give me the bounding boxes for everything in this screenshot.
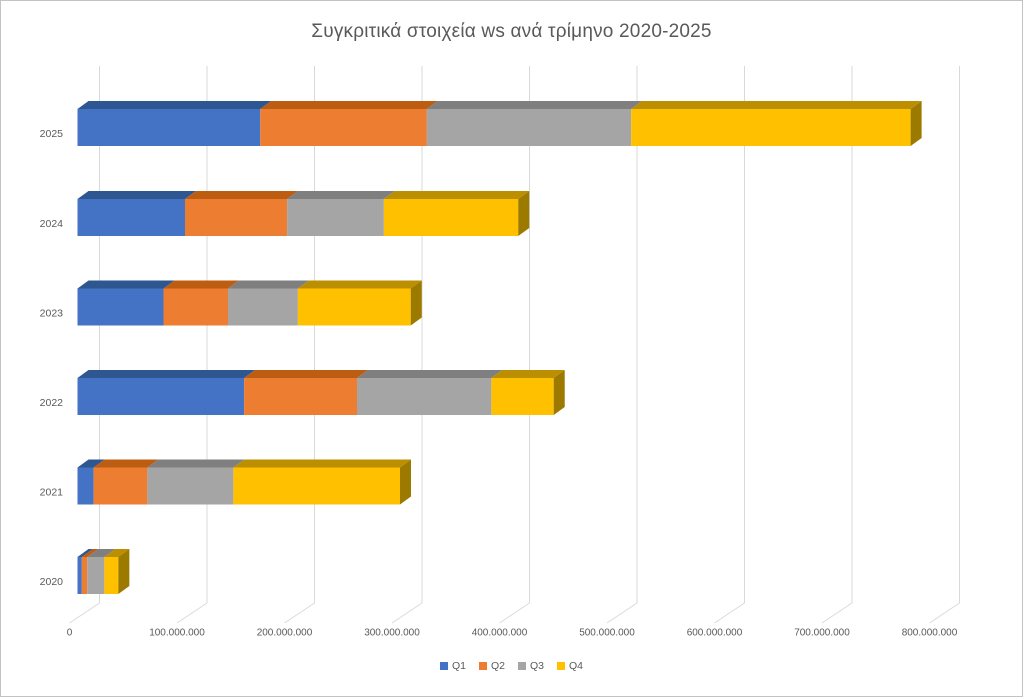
bar-segment-2022-Q1[interactable] (77, 378, 245, 415)
legend-item-q1[interactable]: Q1 (439, 659, 466, 672)
bar-segment-2020-Q3[interactable] (87, 557, 105, 594)
bar-2021-Q2-top-face (93, 459, 159, 468)
chart-title[interactable]: Συγκριτικά στοιχεία ws ανά τρίμηνο 2020-… (311, 21, 712, 42)
bar-2025-Q1-top-face (77, 101, 272, 109)
gridline-floor-tick (821, 602, 853, 624)
bar-segment-2025-Q1[interactable] (77, 109, 261, 146)
legend-swatch-q4 (557, 662, 566, 670)
bar-2023-Q3-top-face (228, 280, 309, 289)
bar-2023-Q1-top-face (77, 280, 175, 289)
bar-2021-Q1-top-face (77, 459, 105, 468)
bar-2025-Q3-top-face (426, 101, 643, 109)
bar-segment-2020-Q4[interactable] (104, 557, 119, 594)
bar-2022-side-face (553, 370, 565, 415)
legend-swatch-q2 (478, 662, 487, 670)
legend-swatch-q1 (439, 662, 448, 670)
bar-2020-side-face (118, 549, 130, 594)
bar-2023-Q4-top-face (297, 280, 422, 289)
bar-segment-2022-Q3[interactable] (357, 378, 492, 415)
bar-2025-Q4-top-face (631, 101, 922, 109)
bar-segment-2024-Q1[interactable] (77, 199, 186, 236)
bar-2020-Q4-top-face (104, 549, 130, 557)
bar-2020-Q3-top-face (87, 549, 116, 557)
bar-segment-2025-Q3[interactable] (426, 109, 632, 146)
bar-2022-Q1-top-face (77, 370, 256, 378)
x-axis-tick-label[interactable]: 0 (67, 628, 73, 639)
x-axis-tick-label[interactable]: 200.000.000 (257, 628, 313, 639)
plot-area: 2025 2024 2023 2022 2021 2020 0 100.000.000 200.… (40, 66, 960, 639)
legend-label-q4: Q4 (569, 659, 584, 672)
bar-segment-2024-Q4[interactable] (383, 199, 519, 236)
x-axis-tick-label[interactable]: 300.000.000 (364, 628, 420, 639)
x-axis-tick-label[interactable]: 600.000.000 (687, 628, 743, 639)
bar-2020-Q1-top-face (77, 549, 93, 557)
legend-item-q4[interactable]: Q4 (557, 661, 583, 672)
bar-segment-2024-Q3[interactable] (287, 199, 384, 236)
legend-item-q3[interactable]: Q3 (518, 661, 544, 672)
bar-segment-2023-Q3[interactable] (228, 288, 298, 326)
bar-segment-2020-Q1[interactable] (77, 557, 82, 594)
bar-segment-2021-Q3[interactable] (147, 467, 234, 505)
x-axis-tick-label[interactable]: 400.000.000 (472, 628, 528, 639)
gridline-floor-tick (929, 602, 960, 624)
bar-segment-2022-Q4[interactable] (491, 378, 554, 415)
y-axis-label-2024[interactable]: 2024 (40, 218, 64, 230)
bar-2025-side-face (910, 101, 922, 146)
bar-2021-side-face (400, 459, 411, 505)
bar-2022-Q2-top-face (244, 370, 368, 378)
bar-2025-Q2-top-face (260, 101, 438, 109)
bar-2024-Q4-top-face (383, 191, 530, 199)
legend-label-q2: Q2 (490, 659, 505, 672)
bar-segment-2021-Q4[interactable] (233, 467, 400, 505)
y-axis-label-2022[interactable]: 2022 (40, 397, 64, 409)
bar-segment-2022-Q2[interactable] (244, 378, 357, 415)
x-axis-tick-label[interactable]: 100.000.000 (149, 628, 205, 639)
bar-segment-2020-Q2[interactable] (81, 557, 88, 594)
legend-label-q3: Q3 (530, 659, 545, 672)
gridline-floor-tick (499, 602, 530, 624)
bar-segment-2023-Q2[interactable] (163, 288, 229, 326)
bar-2023-side-face (410, 280, 422, 326)
y-axis-label-2021[interactable]: 2021 (40, 486, 64, 498)
bar-segment-2021-Q2[interactable] (93, 467, 148, 505)
y-axis-label-2025[interactable]: 2025 (40, 128, 64, 140)
bar-2024-Q1-top-face (77, 191, 196, 199)
x-axis-tick-label[interactable]: 800.000.000 (902, 628, 958, 639)
bar-2024-Q2-top-face (185, 191, 299, 199)
gridline-floor-tick (176, 602, 208, 624)
bar-segment-2023-Q4[interactable] (297, 288, 411, 326)
y-axis-label-2023[interactable]: 2023 (40, 307, 64, 319)
legend-swatch-q3 (518, 662, 526, 670)
legend: Q1 Q2 Q3 Q4 (1, 657, 1022, 675)
x-axis-tick-label[interactable]: 500.000.000 (579, 628, 635, 639)
bar-segment-2025-Q4[interactable] (631, 109, 911, 146)
bar-2020-Q2-top-face (81, 549, 99, 557)
bar-2023-Q2-top-face (163, 280, 239, 289)
bar-2022-Q4-top-face (491, 370, 565, 378)
gridline-floor-tick (606, 602, 638, 624)
bar-2021-Q3-top-face (147, 459, 245, 468)
bar-segment-2021-Q1[interactable] (77, 467, 94, 505)
bar-2024-Q3-top-face (287, 191, 395, 199)
legend-item-q2[interactable]: Q2 (478, 659, 505, 672)
y-axis-label-2020[interactable]: 2020 (40, 576, 64, 588)
bar-2021-Q4-top-face (233, 459, 411, 468)
gridline-floor-tick (391, 602, 423, 624)
bar-segment-2025-Q2[interactable] (260, 109, 427, 146)
gridline-floor-tick (69, 602, 100, 624)
x-axis-tick-label[interactable]: 700.000.000 (794, 628, 850, 639)
legend-label-q1: Q1 (451, 659, 466, 672)
gridline-floor-tick (284, 602, 315, 624)
bar-segment-2024-Q2[interactable] (185, 199, 288, 236)
gridline-floor-tick (714, 602, 745, 624)
bar-segment-2023-Q1[interactable] (77, 288, 164, 326)
bar-2022-Q3-top-face (357, 370, 503, 378)
bar-2024-side-face (518, 191, 530, 236)
